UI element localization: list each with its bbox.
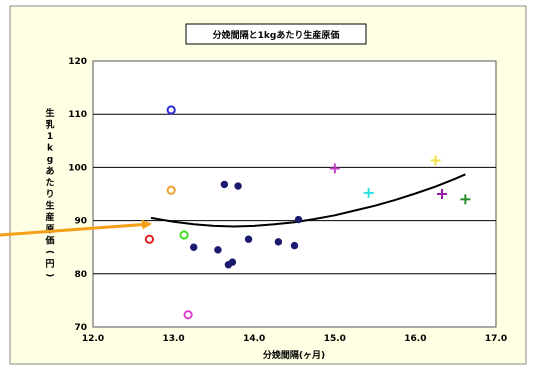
annotation-arrow [0,219,152,237]
data-point-0-4 [228,258,237,266]
y-axis-label-char: た [45,177,54,188]
y-axis-label-char: 生 [45,107,54,119]
data-point-0-0 [190,243,198,251]
y-axis-label-char: 原 [45,224,54,235]
trend-line [150,173,466,228]
plot-area [92,60,497,328]
chart-title: 分娩間隔と1kgあたり生産原価 [213,29,340,41]
data-point-6-0 [329,163,340,174]
y-axis-label-char: g [47,155,53,165]
data-point-0-5 [234,182,242,190]
data-point-0-1 [214,246,222,254]
data-point-10-0 [460,194,471,205]
data-point-4-0 [179,230,189,240]
data-point-3-0 [144,234,155,244]
data-points [144,105,471,320]
y-tick-label: 90 [74,217,87,227]
y-axis-label-char: 1 [47,132,53,142]
x-tick-label: 12.0 [82,334,104,344]
y-axis-label-char: 乳 [45,118,54,130]
data-point-8-0 [430,155,441,166]
y-tick-label: 70 [74,323,87,333]
grid-lines [93,113,496,275]
y-axis-label-char: ) [44,273,54,277]
x-axis-label: 分娩間隔(ヶ月) [263,349,325,361]
y-tick-label: 80 [74,270,87,280]
y-axis-label-char: k [47,144,54,154]
y-axis-label-char: 円 [45,259,54,270]
x-tick-label: 14.0 [243,334,265,344]
data-point-1-0 [166,105,176,115]
data-point-2-0 [166,185,176,195]
chart-title-box [185,23,367,45]
x-tick-label: 15.0 [324,334,346,344]
y-tick-labels: 70 80 90 100 110 120 [68,57,87,333]
data-point-0-6 [244,235,253,243]
y-tick-label: 110 [68,110,87,120]
y-axis-label-char: 生 [45,200,54,212]
y-tick-label: 120 [68,57,87,67]
data-point-0-8 [290,241,299,250]
y-axis-label-char: ( [44,250,54,254]
x-tick-label: 16.0 [404,334,426,344]
y-axis-label-char: り [45,189,54,200]
data-point-5-0 [183,310,193,320]
x-tick-label: 17.0 [485,334,507,344]
y-axis-label-char: 価 [44,234,54,246]
data-point-9-0 [436,189,447,199]
data-point-0-7 [274,238,283,246]
data-point-7-0 [363,187,374,198]
data-point-0-2 [220,180,229,189]
y-axis-label-char: あ [45,166,54,177]
data-point-0-9 [294,215,303,224]
y-tick-label: 100 [68,163,87,173]
y-axis-label-char: 産 [45,211,54,223]
x-tick-label: 13.0 [162,334,184,344]
x-tick-labels: 12.0 13.0 14.0 15.0 16.0 17.0 [82,334,507,344]
